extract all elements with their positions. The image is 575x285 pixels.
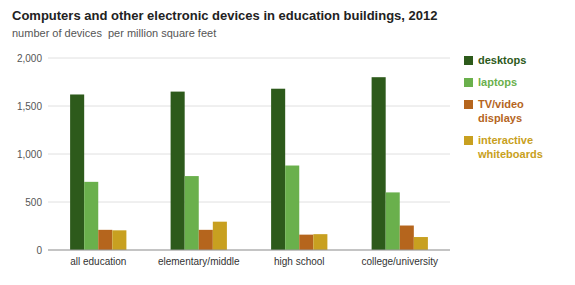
bar bbox=[213, 222, 227, 250]
bar bbox=[271, 89, 285, 250]
bar bbox=[70, 94, 84, 250]
x-tick-label: high school bbox=[274, 256, 325, 267]
grid-line bbox=[48, 154, 450, 155]
legend-swatch bbox=[464, 100, 473, 109]
bar bbox=[299, 235, 313, 250]
chart: Computers and other electronic devices i… bbox=[0, 0, 575, 285]
bar bbox=[84, 182, 98, 250]
y-tick-label: 1,000 bbox=[17, 149, 42, 160]
legend-entry: laptops bbox=[478, 76, 517, 88]
title: Computers and other electronic devices i… bbox=[12, 8, 438, 23]
legend-swatch bbox=[464, 136, 473, 145]
grid-line bbox=[48, 250, 450, 251]
chart-container: Computers and other electronic devices i… bbox=[0, 0, 575, 285]
grid-line bbox=[48, 106, 450, 107]
bars bbox=[70, 77, 428, 250]
legend-entry: desktops bbox=[478, 54, 526, 66]
bar bbox=[414, 237, 428, 250]
legend-entry: interactive whiteboards bbox=[477, 134, 543, 160]
x-tick-label: college/university bbox=[361, 256, 438, 267]
grid bbox=[48, 58, 450, 250]
bar bbox=[112, 230, 126, 250]
bar bbox=[285, 166, 299, 250]
bar bbox=[372, 77, 386, 250]
legend-entry: TV/video displays bbox=[478, 98, 527, 124]
bar bbox=[185, 176, 199, 250]
bar bbox=[98, 230, 112, 250]
legend: desktops laptops TV/video displays interact… bbox=[464, 54, 543, 160]
y-tick-label: 2,000 bbox=[17, 53, 42, 64]
x-tick-label: all education bbox=[70, 256, 126, 267]
grid-line bbox=[48, 58, 450, 59]
x-tick-label: elementary/middle bbox=[158, 256, 240, 267]
x-axis-line bbox=[48, 250, 450, 251]
bar bbox=[171, 92, 185, 250]
y-tick-label: 0 bbox=[36, 245, 42, 256]
bar bbox=[400, 226, 414, 250]
bar bbox=[199, 230, 213, 250]
subtitle: number of devices per million square fee… bbox=[12, 27, 216, 39]
bar bbox=[313, 234, 327, 250]
y-tick-label: 1,500 bbox=[17, 101, 42, 112]
bar bbox=[386, 192, 400, 250]
y-tick-label: 500 bbox=[25, 197, 42, 208]
legend-swatch bbox=[464, 56, 473, 65]
legend-swatch bbox=[464, 78, 473, 87]
